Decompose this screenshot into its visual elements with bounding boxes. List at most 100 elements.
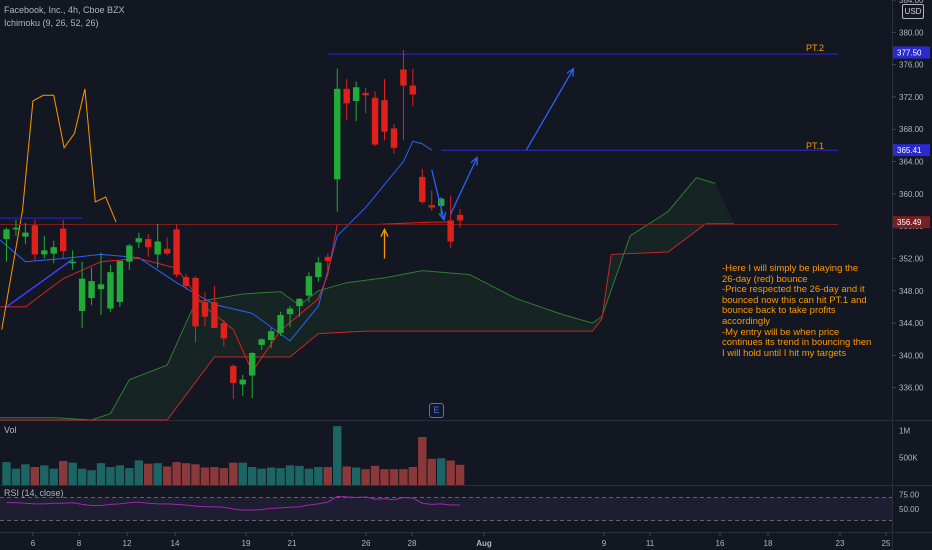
price-tick-label: 368.00 [899, 125, 924, 134]
price-tick-label: 352.00 [899, 254, 924, 263]
volume-bar [2, 462, 11, 485]
candle-body [220, 323, 228, 339]
rsi-tick-label: 75.00 [899, 491, 920, 500]
volume-bar [370, 465, 380, 485]
indicator-title: Ichimoku (9, 26, 52, 26) [4, 18, 99, 28]
candle-body [324, 256, 331, 261]
volume-bar [361, 469, 370, 485]
rsi-line [6, 495, 461, 511]
volume-bar [248, 467, 257, 485]
rsi-tick-label: 50.00 [899, 505, 920, 514]
candle-body [192, 277, 199, 327]
candle-body [163, 248, 171, 254]
price-tick-label: 380.00 [899, 28, 924, 37]
candle-body [69, 261, 76, 264]
price-tick-label: 344.00 [899, 319, 924, 328]
volume-bar [408, 467, 418, 485]
candle-body [267, 331, 275, 341]
trade-note: -Here I will simply be playing the 26-da… [722, 263, 872, 359]
candle-body [286, 308, 294, 315]
volume-bar [446, 460, 455, 485]
volume-bar [333, 426, 342, 485]
volume-bar [276, 468, 285, 485]
candle-body [3, 229, 10, 240]
candle-body [249, 352, 256, 376]
candle-body [173, 229, 180, 275]
time-tick-label: 23 [836, 539, 845, 548]
price-tick-label: 364.00 [899, 158, 924, 167]
time-tick-label: 11 [646, 539, 655, 548]
earnings-badge[interactable]: E [429, 403, 444, 418]
candle-body [22, 232, 29, 237]
candle-body [456, 214, 464, 221]
volume-bar [323, 467, 332, 485]
volume-bar [257, 468, 266, 485]
time-tick-label: 21 [288, 539, 297, 548]
price-label-box [893, 46, 930, 59]
volume-bar [106, 467, 115, 485]
time-tick-label: 18 [764, 539, 773, 548]
currency-button[interactable]: USD [902, 4, 924, 19]
volume-bar [87, 470, 96, 485]
candle-body [381, 100, 388, 132]
volume-bar [162, 466, 172, 485]
candle-body [371, 97, 379, 145]
volume-bar [191, 464, 200, 485]
projection-arrow-head [566, 67, 575, 77]
candle-body [428, 205, 435, 208]
time-tick-label: 12 [123, 539, 132, 548]
volume-bar [399, 469, 408, 485]
volume-bar [418, 437, 427, 485]
volume-bar [68, 462, 77, 485]
time-tick-label: 14 [171, 539, 180, 548]
pt1-label: PT.1 [806, 141, 825, 151]
symbol-title: Facebook, Inc., 4h, Cboe BZX [4, 5, 125, 15]
candle-body [154, 241, 161, 255]
volume-bar [304, 468, 314, 485]
volume-bar [210, 467, 219, 485]
volume-bar [389, 469, 399, 485]
candle-body [31, 225, 39, 255]
candle-body [78, 278, 86, 311]
candle-body [201, 302, 209, 317]
senkou-span-b [0, 223, 735, 421]
tenkan-line [0, 140, 433, 342]
candle-body [390, 128, 398, 148]
candle-body [145, 239, 152, 248]
volume-tick-label: 1M [899, 426, 910, 435]
volume-bar [134, 460, 143, 485]
candle-body [239, 379, 246, 385]
time-tick-label: 19 [242, 539, 251, 548]
candle-body [296, 298, 303, 307]
candle-body [126, 245, 133, 262]
volume-bar [219, 468, 229, 485]
time-tick-label: 25 [882, 539, 891, 548]
candle-body [352, 87, 360, 101]
candle-body [182, 277, 190, 286]
volume-bar [172, 462, 181, 485]
volume-bar [40, 465, 49, 485]
candle-body [277, 315, 284, 333]
candle-body [409, 85, 417, 95]
price-tick-label: 372.00 [899, 93, 924, 102]
volume-bar [229, 462, 238, 485]
time-tick-label: 16 [716, 539, 725, 548]
volume-bar [351, 467, 361, 485]
senkou-span-a [0, 177, 716, 421]
volume-bar [200, 467, 210, 485]
volume-bar [77, 468, 87, 485]
volume-bar [11, 468, 21, 485]
price-tick-label: 376.00 [899, 61, 924, 70]
price-tick-label: 336.00 [899, 384, 924, 393]
candle-body [305, 276, 313, 296]
volume-bar [125, 468, 134, 485]
volume-bar [266, 467, 276, 485]
rsi-band [0, 497, 892, 521]
volume-bar [21, 464, 30, 485]
volume-bar [455, 464, 465, 485]
candle-body [135, 238, 142, 243]
volume-bar [181, 463, 191, 485]
volume-bar [115, 465, 125, 485]
volume-bar [153, 463, 162, 485]
